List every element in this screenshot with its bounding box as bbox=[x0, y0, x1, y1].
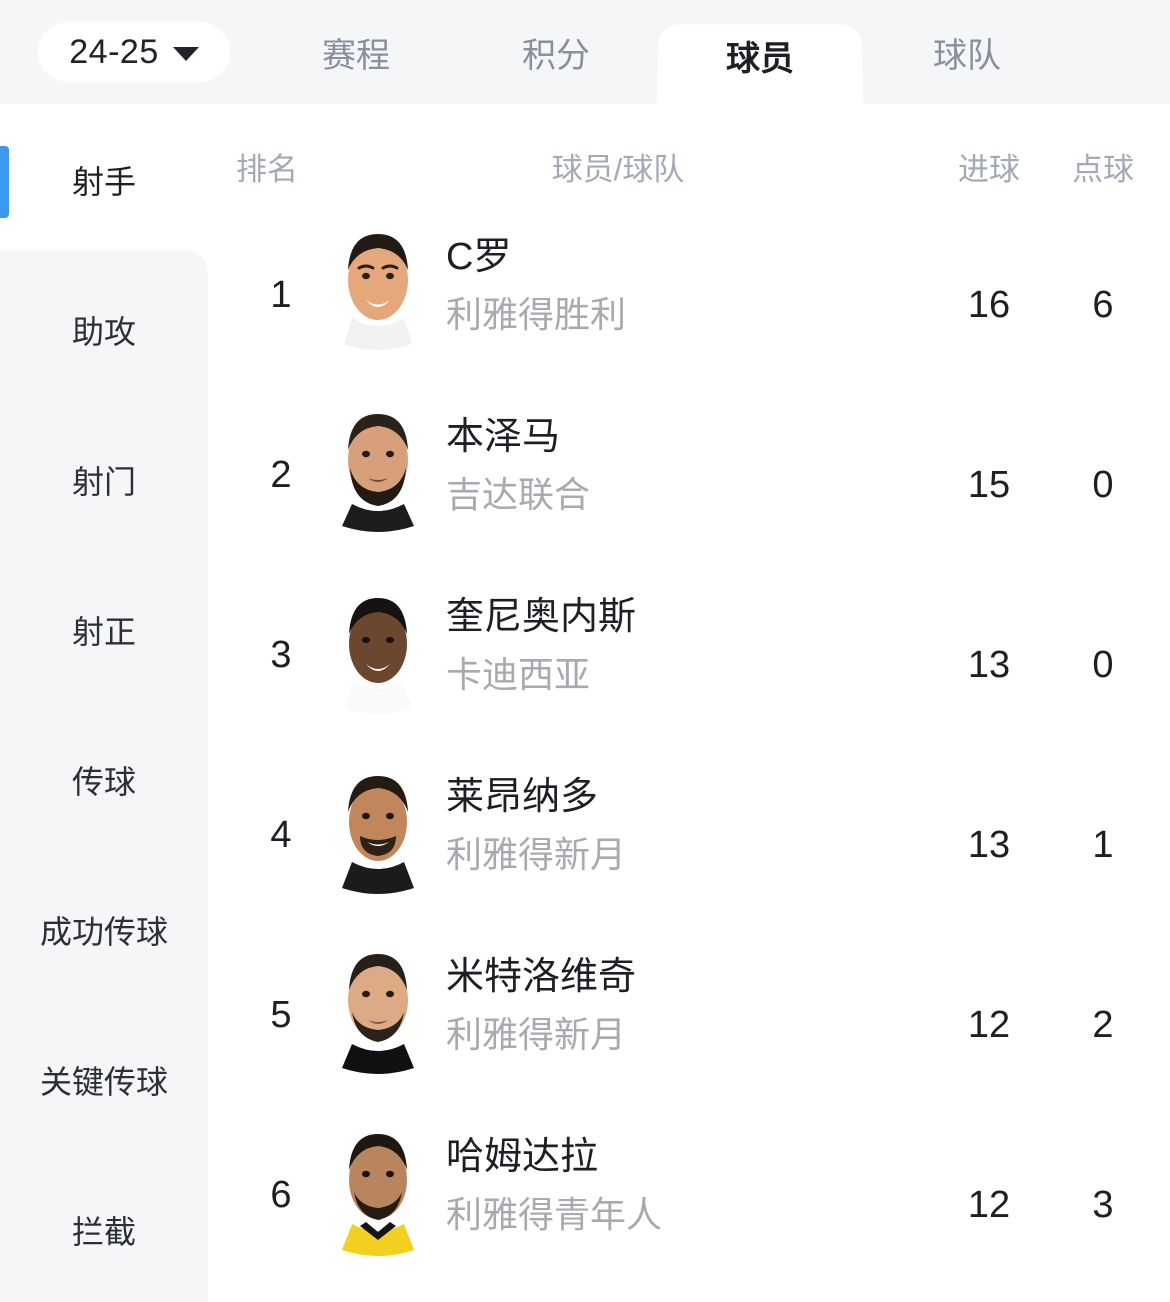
stats-table: 排名 球员/球队 进球 点球 1 C罗 bbox=[208, 104, 1170, 1302]
player-cell: 奎尼奥内斯 卡迪西亚 bbox=[446, 594, 886, 698]
player-team: 利雅得胜利 bbox=[446, 293, 627, 335]
player-cell: 莱昂纳多 利雅得新月 bbox=[446, 774, 886, 878]
sidebar-item-successful-passes[interactable]: 成功传球 bbox=[0, 894, 208, 966]
sidebar-item-label: 射手 bbox=[71, 164, 136, 200]
goals-value: 13 bbox=[967, 644, 1011, 686]
goals-value: 12 bbox=[967, 1184, 1011, 1226]
stat-category-sidebar: 射手 助攻 射门 射正 传球 成功传球 关键传球 拦截 bbox=[0, 104, 208, 1302]
sidebar-item-interceptions[interactable]: 拦截 bbox=[0, 1194, 208, 1266]
sidebar-panel bbox=[0, 250, 208, 1302]
penalties-value: 3 bbox=[1092, 1184, 1114, 1226]
sidebar-item-key-passes[interactable]: 关键传球 bbox=[0, 1044, 208, 1116]
sidebar-item-shots-on-target[interactable]: 射正 bbox=[0, 594, 208, 666]
table-row[interactable]: 1 C罗 利雅得胜利 16 6 bbox=[208, 214, 1170, 394]
player-team: 利雅得新月 bbox=[446, 1013, 627, 1055]
tab-players[interactable]: 球员 bbox=[656, 0, 864, 104]
table-row[interactable]: 6 哈姆达拉 利雅得青年人 12 3 bbox=[208, 1114, 1170, 1294]
table-row[interactable]: 3 奎尼奥内斯 卡迪西亚 13 0 bbox=[208, 574, 1170, 754]
tab-label: 积分 bbox=[522, 36, 590, 75]
penalties-value: 0 bbox=[1092, 464, 1114, 506]
sidebar-item-label: 成功传球 bbox=[39, 914, 168, 950]
player-cell: 哈姆达拉 利雅得青年人 bbox=[446, 1134, 886, 1238]
sidebar-item-label: 传球 bbox=[71, 764, 136, 800]
rank-value: 6 bbox=[270, 1174, 292, 1216]
chevron-down-icon bbox=[172, 47, 199, 61]
player-name: C罗 bbox=[446, 236, 512, 278]
column-header-goals: 进球 bbox=[958, 152, 1020, 187]
column-header-player: 球员/球队 bbox=[551, 152, 685, 187]
goals-value: 13 bbox=[967, 824, 1011, 866]
player-team: 卡迪西亚 bbox=[446, 653, 591, 695]
active-indicator-bar bbox=[0, 146, 9, 218]
penalties-value: 0 bbox=[1092, 644, 1114, 686]
penalties-value: 6 bbox=[1092, 284, 1114, 326]
rank-value: 3 bbox=[270, 634, 292, 676]
player-cell: 米特洛维奇 利雅得新月 bbox=[446, 954, 886, 1058]
rank-value: 2 bbox=[270, 454, 292, 496]
goals-value: 15 bbox=[967, 464, 1011, 506]
sidebar-item-label: 助攻 bbox=[71, 314, 136, 350]
player-name: 米特洛维奇 bbox=[446, 956, 637, 998]
player-team: 利雅得新月 bbox=[446, 833, 627, 875]
table-row[interactable]: 5 米特洛维奇 利雅得新月 12 2 bbox=[208, 934, 1170, 1114]
tab-teams[interactable]: 球队 bbox=[864, 0, 1070, 104]
player-avatar bbox=[330, 214, 426, 370]
column-header-rank: 排名 bbox=[236, 152, 298, 187]
tab-schedule[interactable]: 赛程 bbox=[256, 0, 456, 104]
sidebar-item-assists[interactable]: 助攻 bbox=[0, 294, 208, 366]
table-row[interactable]: 4 莱昂纳多 利雅得新月 13 1 bbox=[208, 754, 1170, 934]
tab-label: 赛程 bbox=[322, 36, 390, 75]
player-name: 奎尼奥内斯 bbox=[446, 596, 637, 638]
rank-value: 5 bbox=[270, 994, 292, 1036]
player-cell: C罗 利雅得胜利 bbox=[446, 234, 886, 338]
sidebar-item-passes[interactable]: 传球 bbox=[0, 744, 208, 816]
penalties-value: 2 bbox=[1092, 1004, 1114, 1046]
player-avatar bbox=[330, 574, 426, 730]
tab-label: 球员 bbox=[726, 39, 794, 78]
player-name: 本泽马 bbox=[446, 416, 561, 458]
season-selector[interactable]: 24-25 bbox=[38, 22, 230, 82]
player-avatar bbox=[330, 754, 426, 910]
sidebar-item-label: 射正 bbox=[71, 614, 136, 650]
player-name: 莱昂纳多 bbox=[446, 776, 599, 818]
sidebar-item-shots[interactable]: 射门 bbox=[0, 444, 208, 516]
player-avatar bbox=[330, 394, 426, 550]
goals-value: 16 bbox=[967, 284, 1011, 326]
sidebar-item-label: 射门 bbox=[71, 464, 136, 500]
main-tabs: 赛程 积分 球员 球队 bbox=[256, 0, 1170, 104]
player-avatar bbox=[330, 934, 426, 1090]
tab-label: 球队 bbox=[933, 36, 1001, 75]
column-header-penalties: 点球 bbox=[1072, 152, 1134, 187]
player-name: 哈姆达拉 bbox=[446, 1136, 599, 1178]
rank-value: 4 bbox=[270, 814, 292, 856]
season-label: 24-25 bbox=[69, 33, 159, 71]
player-cell: 本泽马 吉达联合 bbox=[446, 414, 886, 518]
table-row[interactable]: 2 本泽马 吉达联合 15 0 bbox=[208, 394, 1170, 574]
goals-value: 12 bbox=[967, 1004, 1011, 1046]
sidebar-item-label: 关键传球 bbox=[39, 1064, 168, 1100]
top-header: 24-25 赛程 积分 球员 球队 bbox=[0, 0, 1170, 104]
player-team: 吉达联合 bbox=[446, 473, 591, 515]
penalties-value: 1 bbox=[1092, 824, 1114, 866]
player-avatar bbox=[330, 1114, 426, 1270]
sidebar-item-label: 拦截 bbox=[71, 1214, 136, 1250]
rank-value: 1 bbox=[270, 274, 292, 316]
table-header-row: 排名 球员/球队 进球 点球 bbox=[208, 104, 1170, 214]
tab-standings[interactable]: 积分 bbox=[456, 0, 656, 104]
player-team: 利雅得青年人 bbox=[446, 1193, 663, 1235]
sidebar-item-scorers[interactable]: 射手 bbox=[0, 144, 208, 218]
